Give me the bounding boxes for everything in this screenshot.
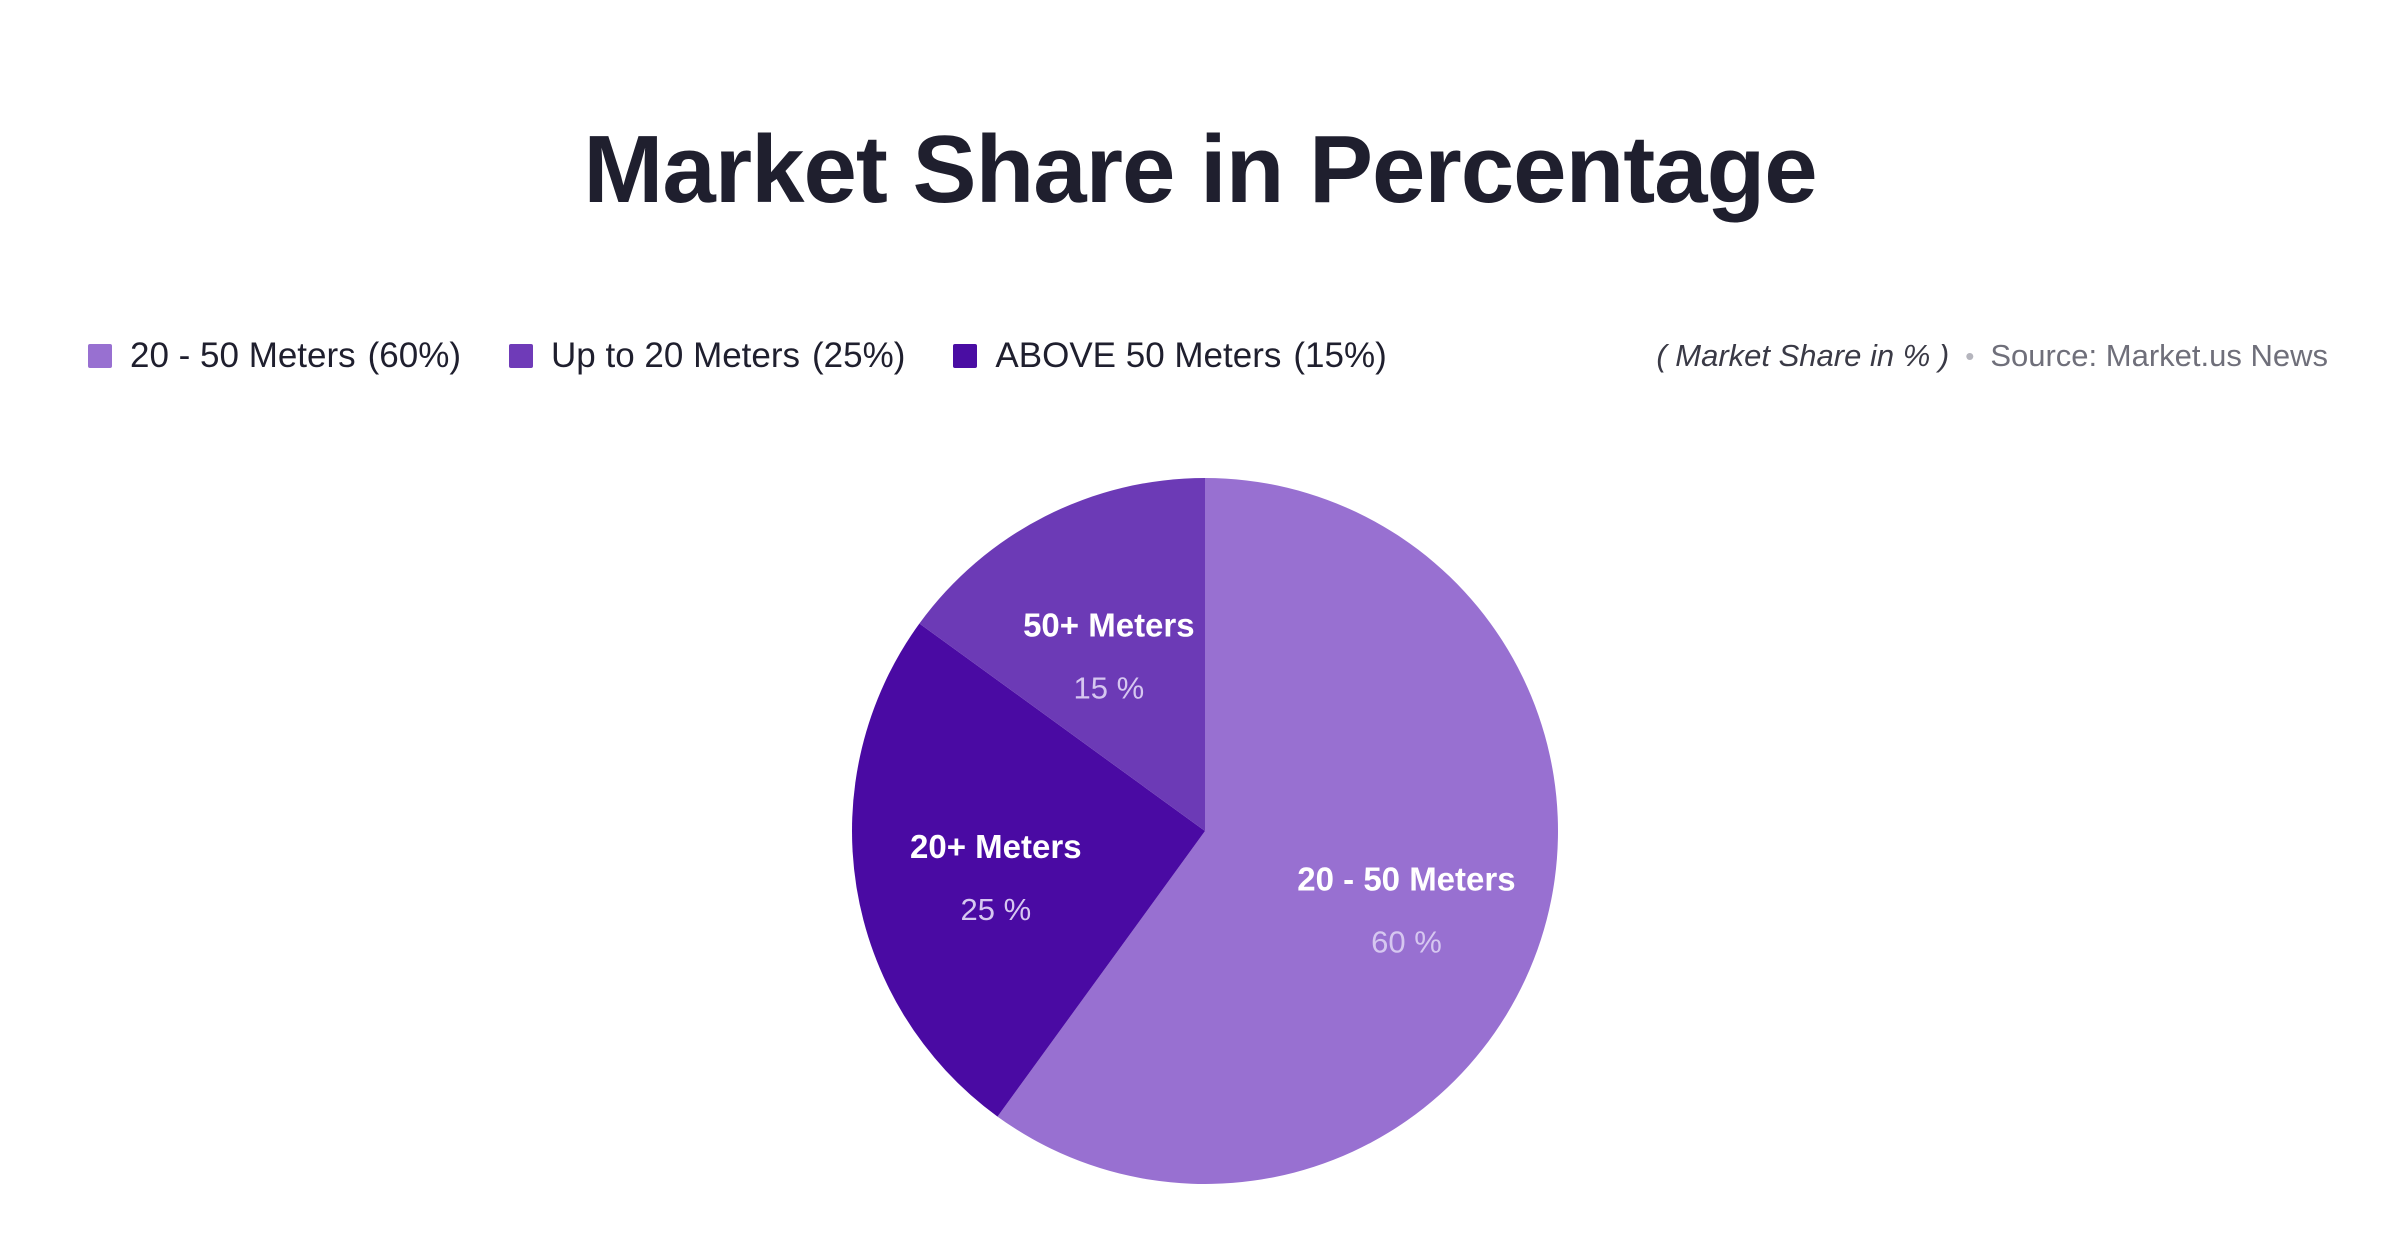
metric-label: ( Market Share in % ) <box>1656 338 1950 373</box>
slice-label: 50+ Meters <box>1023 606 1195 643</box>
slice-value-label: 25 % <box>960 892 1031 927</box>
legend-value: (25%) <box>812 336 906 375</box>
chart-title: Market Share in Percentage <box>583 116 1817 223</box>
legend-label: ABOVE 50 Meters <box>995 336 1282 375</box>
legend-item-up-to-20-meters: Up to 20 Meters (25%) <box>509 336 905 376</box>
legend-swatch <box>509 344 534 368</box>
legend-item-20-50-meters: 20 - 50 Meters (60%) <box>88 336 461 376</box>
slice-label: 20+ Meters <box>910 828 1082 865</box>
legend-value: (60%) <box>367 336 462 375</box>
legend-item-above-50-meters: ABOVE 50 Meters (15%) <box>953 336 1387 376</box>
pie-slice-up-to-20-meters <box>851 623 1205 1117</box>
legend-value: (15%) <box>1293 336 1387 375</box>
slice-value-label: 15 % <box>1074 670 1145 705</box>
source-label: Source: Market.us News <box>1990 338 2328 373</box>
pie-slice-above-50-meters <box>919 478 1205 831</box>
legend-swatch <box>88 344 112 368</box>
source-note: ( Market Share in % ) • Source: Market.u… <box>1656 332 2328 380</box>
pie-slice-20-50-meters <box>997 478 1559 1185</box>
slice-value-label: 60 % <box>1371 924 1442 959</box>
legend: 20 - 50 Meters (60%) Up to 20 Meters (25… <box>88 332 1435 380</box>
legend-swatch <box>953 344 978 368</box>
slice-label: 20 - 50 Meters <box>1297 860 1515 897</box>
legend-label: Up to 20 Meters <box>551 336 801 375</box>
dot-separator: • <box>1965 340 1975 371</box>
legend-label: 20 - 50 Meters <box>130 336 356 375</box>
